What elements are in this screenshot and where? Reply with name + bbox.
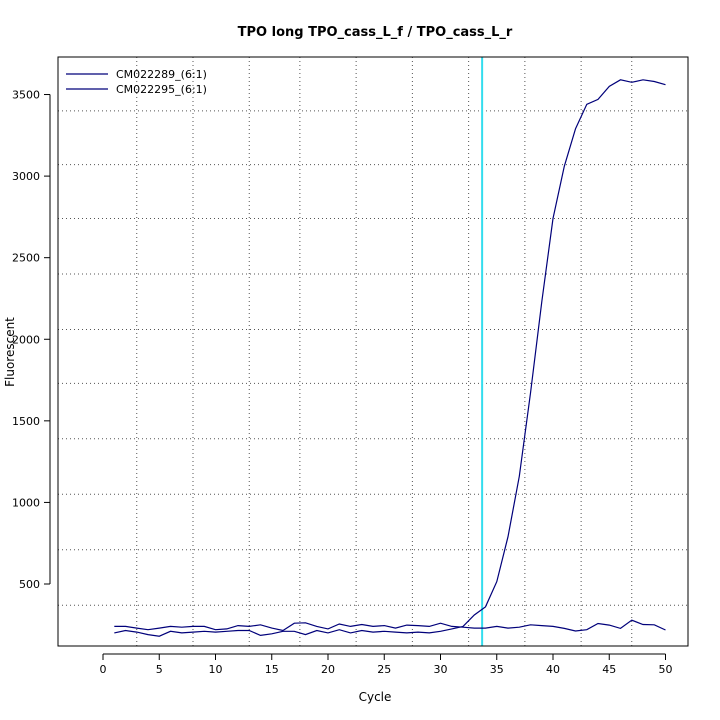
- x-tick-label: 0: [100, 663, 107, 676]
- x-tick-label: 35: [490, 663, 504, 676]
- x-tick-label: 45: [602, 663, 616, 676]
- x-tick-label: 50: [659, 663, 673, 676]
- x-tick-label: 40: [546, 663, 560, 676]
- legend-label: CM022289_(6:1): [116, 68, 207, 81]
- x-tick-label: 5: [156, 663, 163, 676]
- y-tick-label: 3500: [12, 89, 40, 102]
- grid: [58, 57, 688, 646]
- legend: CM022289_(6:1) CM022295_(6:1): [66, 68, 207, 96]
- x-axis-label: Cycle: [359, 690, 392, 704]
- x-tick-label: 15: [265, 663, 279, 676]
- x-tick-label: 10: [209, 663, 223, 676]
- y-tick-label: 1000: [12, 496, 40, 509]
- x-tick-label: 30: [434, 663, 448, 676]
- x-tick-label: 20: [321, 663, 335, 676]
- y-tick-label: 3000: [12, 170, 40, 183]
- series-layer: [114, 79, 666, 637]
- series-line-2: [114, 79, 666, 637]
- y-tick-label: 2500: [12, 252, 40, 265]
- y-axis: 500 1000 1500 2000 2500 3000 3500: [12, 89, 51, 591]
- plot-frame: [57, 56, 689, 647]
- series-line-1: [114, 619, 666, 632]
- y-tick-label: 2000: [12, 333, 40, 346]
- x-axis: 0 5 10 15 20 25 30 35 40 45 50: [100, 653, 673, 676]
- legend-label: CM022295_(6:1): [116, 83, 207, 96]
- y-axis-label: Fluorescent: [3, 317, 17, 387]
- x-tick-label: 25: [377, 663, 391, 676]
- y-tick-label: 500: [19, 578, 40, 591]
- y-tick-label: 1500: [12, 415, 40, 428]
- chart-title: TPO long TPO_cass_L_f / TPO_cass_L_r: [238, 25, 513, 40]
